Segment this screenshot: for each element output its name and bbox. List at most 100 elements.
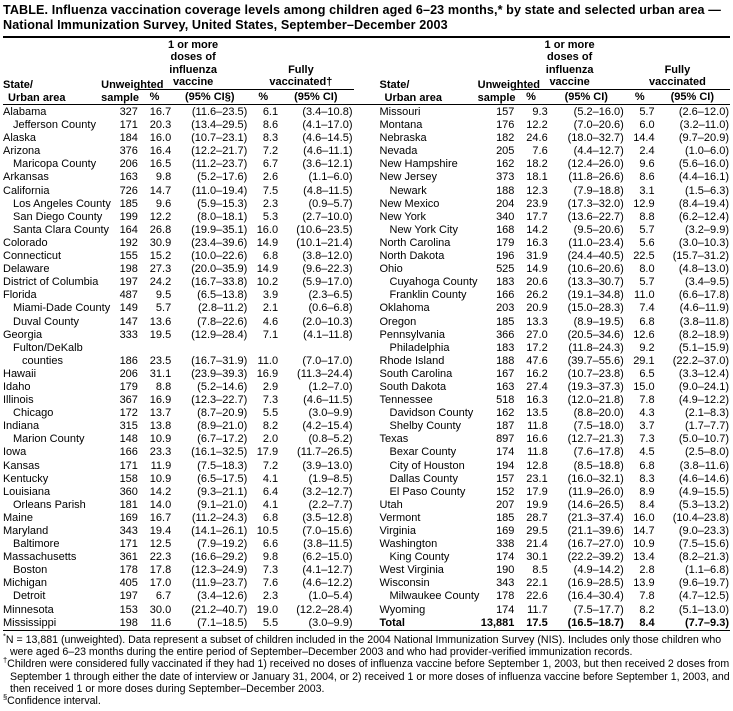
pct-cell: 2.8 xyxy=(639,564,655,577)
pct-cell: 9.6 xyxy=(639,158,655,171)
ci-cell: (24.4–40.5) xyxy=(567,250,624,263)
area-name-cell: Washington xyxy=(379,538,438,551)
pct-cell: 24.2 xyxy=(149,276,172,289)
pct-cell: 20.9 xyxy=(526,302,548,315)
pct-cell: 22.1 xyxy=(526,577,548,590)
table-row: Shelby County 187 11.8 (7.5–18.0) 3.7 (1.7–7.… xyxy=(380,420,731,433)
table-row: Chicago 172 13.7 (8.7–20.9) 5.5 (3.0–9.9) xyxy=(3,407,354,420)
ci-cell: (1.1–6.8) xyxy=(684,564,729,577)
ci-cell: (5.1–15.9) xyxy=(678,341,729,354)
area-name-cell: Colorado xyxy=(3,236,48,249)
sample-cell: 155 xyxy=(119,250,138,263)
area-name-cell: North Carolina xyxy=(379,236,451,249)
ci-cell: (3.8–11.8) xyxy=(679,315,729,328)
header-bottom-rule xyxy=(3,104,730,105)
ci-cell: (5.3–13.2) xyxy=(678,498,729,511)
ci-cell: (1.7–7.7) xyxy=(684,420,729,433)
area-name-cell: Milwaukee County xyxy=(389,590,480,603)
pct-cell: 11.7 xyxy=(527,603,548,616)
table-row: El Paso County 152 17.9 (11.9–26.0) 8.9 (4.9–… xyxy=(380,486,731,499)
pct-cell: 6.8 xyxy=(262,511,279,524)
pct-cell: 9.6 xyxy=(155,197,172,210)
ci-cell: (3.3–12.4) xyxy=(678,367,729,380)
table-row: North Dakota 196 31.9 (24.4–40.5) 22.5 (15.7–… xyxy=(380,250,731,263)
ci-cell: (2.8–11.2) xyxy=(198,302,248,315)
pct-cell: 23.1 xyxy=(526,472,548,485)
ci-cell: (4.6–11.9) xyxy=(679,302,729,315)
col-header-state-urban-area: State/ Urban area xyxy=(3,38,101,104)
pct-cell: 13.9 xyxy=(633,577,655,590)
area-name-cell: Missouri xyxy=(379,106,421,118)
sample-cell: 184 xyxy=(119,132,138,145)
pct-cell: 22.6 xyxy=(526,590,548,603)
table-row: Fulton/DeKalb xyxy=(3,342,354,355)
area-name-cell: Alabama xyxy=(3,106,47,118)
pct-cell: 27.3 xyxy=(149,263,172,276)
sample-cell: 168 xyxy=(496,223,515,236)
pct-cell: 12.3 xyxy=(526,184,548,197)
table-row: Davidson County 162 13.5 (8.8–20.0) 4.3 (2.1–… xyxy=(380,407,731,420)
pct-cell: 29.1 xyxy=(633,354,655,367)
area-name-cell: Montana xyxy=(379,119,423,132)
sample-cell: 333 xyxy=(119,328,138,341)
ci-cell: (0.6–6.8) xyxy=(308,302,353,315)
table-row: Washington 338 21.4 (16.7–27.0) 10.9 (7.5–15.… xyxy=(380,538,731,551)
sample-cell: 338 xyxy=(496,538,515,551)
area-name-cell: Detroit xyxy=(13,590,46,603)
table-row: South Dakota 163 27.4 (19.3–37.3) 15.0 (9.0–2… xyxy=(380,381,731,394)
area-name-cell: Shelby County xyxy=(389,420,462,433)
sample-cell: 196 xyxy=(496,250,515,263)
ci-cell: (22.2–37.0) xyxy=(672,354,729,367)
ci-cell: (11.0–19.4) xyxy=(191,184,248,197)
ci-cell: (7.0–17.0) xyxy=(302,354,353,367)
sample-cell: 183 xyxy=(496,276,515,289)
ci-cell: (6.6–17.8) xyxy=(678,289,729,302)
area-name-cell: Chicago xyxy=(13,407,54,420)
area-name-cell: Davidson County xyxy=(389,407,474,420)
table-row: Minnesota 153 30.0 (21.2–40.7) 19.0 (12.2–28.… xyxy=(3,604,354,617)
pct-cell: 14.0 xyxy=(149,498,172,511)
pct-cell: 4.1 xyxy=(262,498,279,511)
pct-cell: 16.6 xyxy=(526,433,548,446)
pct-cell: 29.5 xyxy=(526,525,548,537)
area-name-cell: Jefferson County xyxy=(13,119,96,132)
pct-cell: 16.7 xyxy=(149,511,172,524)
area-name-cell: Oregon xyxy=(379,315,417,328)
pct-cell: 6.5 xyxy=(639,367,655,380)
ci-cell: (7.9–18.8) xyxy=(573,184,624,197)
sample-cell: 174 xyxy=(496,551,515,564)
pct-cell: 14.7 xyxy=(633,525,655,537)
ci-cell: (4.4–12.7) xyxy=(573,145,624,158)
area-name-cell: West Virginia xyxy=(379,564,444,577)
sample-cell: 190 xyxy=(496,564,515,577)
table-row: Texas 897 16.6 (12.7–21.3) 7.3 (5.0–10.7) xyxy=(380,433,731,446)
pct-cell: 5.5 xyxy=(262,616,279,629)
pct-cell: 9.2 xyxy=(639,341,655,354)
table-row: Kansas 171 11.9 (7.5–18.3) 7.2 (3.9–13.0) xyxy=(3,460,354,473)
ci-cell: (21.1–39.6) xyxy=(567,525,624,537)
ci-cell: (2.6–12.0) xyxy=(678,106,729,118)
area-name-cell: Wisconsin xyxy=(379,577,430,590)
sample-cell: 169 xyxy=(496,525,515,537)
pct-cell: 7.8 xyxy=(639,394,655,407)
sample-cell: 206 xyxy=(119,367,138,380)
area-name-cell: New York xyxy=(379,210,426,223)
pct-cell: 8.4 xyxy=(639,498,655,511)
sample-cell: 13,881 xyxy=(480,616,515,629)
ci-cell: (11.2–23.7) xyxy=(191,158,248,171)
ci-cell: (3.6–12.1) xyxy=(302,158,353,171)
pct-cell: 13.6 xyxy=(149,315,172,328)
pct-cell: 6.0 xyxy=(639,119,655,132)
area-name-cell: New York City xyxy=(389,223,458,236)
pct-cell: 17.9 xyxy=(526,485,548,498)
pct-cell: 6.4 xyxy=(262,485,279,498)
pct-cell: 12.6 xyxy=(633,328,655,341)
area-name-cell: Maine xyxy=(3,511,33,524)
sample-cell: 179 xyxy=(119,380,138,393)
unweighted-label: Unweighted xyxy=(101,79,164,91)
sample-cell: 194 xyxy=(496,459,515,472)
sample-cell: 315 xyxy=(119,420,138,433)
pct-cell: 11.8 xyxy=(527,420,548,433)
area-name-cell: Fulton/DeKalb xyxy=(13,341,83,354)
pct-cell: 8.8 xyxy=(639,210,655,223)
